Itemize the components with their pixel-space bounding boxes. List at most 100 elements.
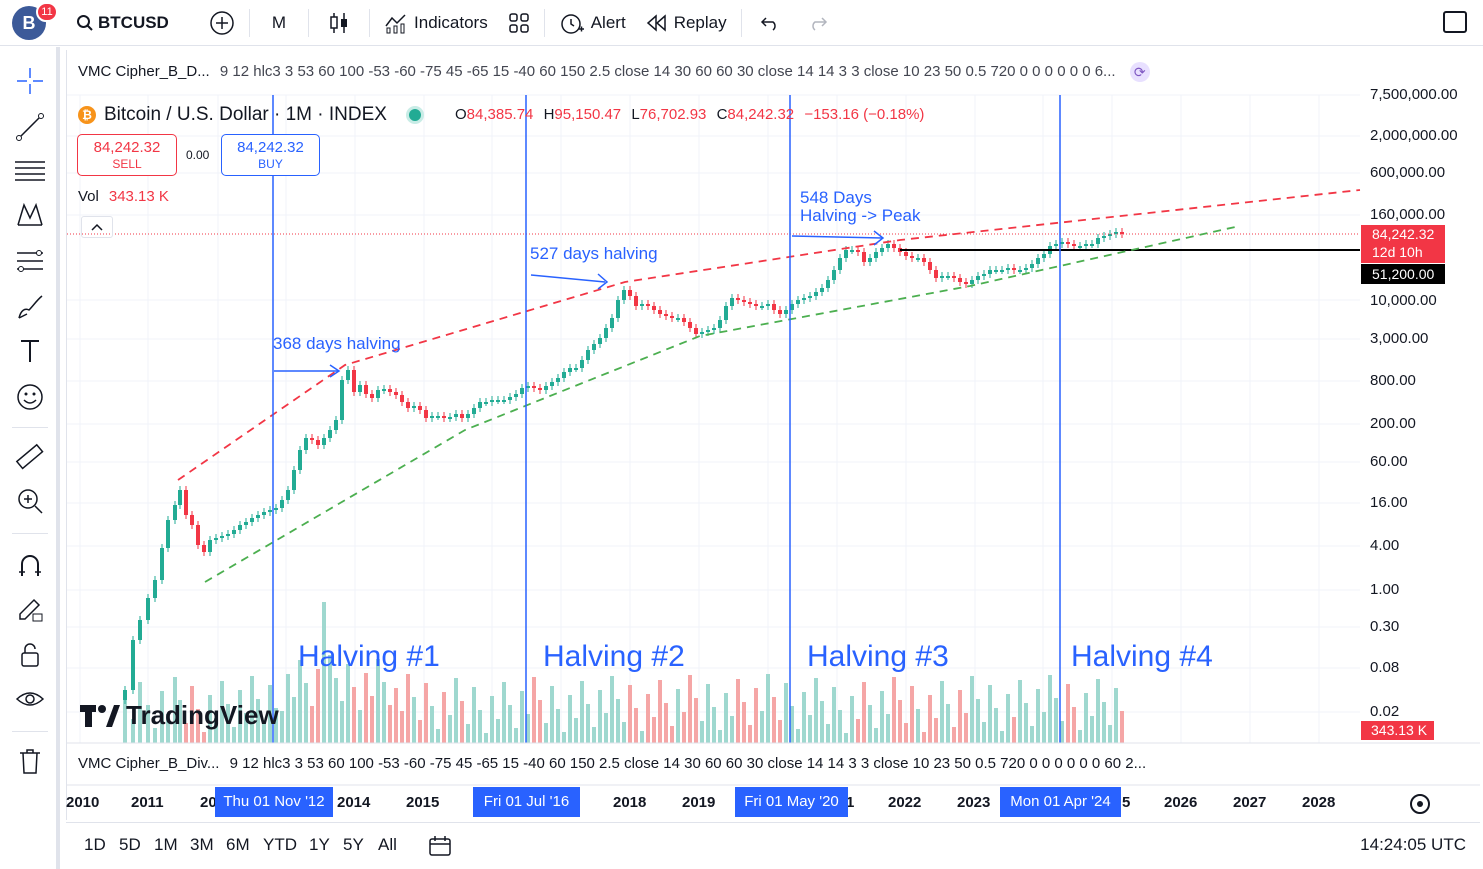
price-axis-label: 0.30 xyxy=(1370,618,1400,635)
sync-icon[interactable]: ⟳ xyxy=(1129,62,1150,82)
bitcoin-icon: ₿ xyxy=(78,106,96,124)
indicators-button[interactable]: Indicators xyxy=(374,0,498,46)
range-button[interactable]: 1Y xyxy=(309,835,330,854)
replay-button[interactable]: Replay xyxy=(636,0,737,46)
symbol-search-button[interactable]: BTCUSD xyxy=(66,0,179,46)
redo-icon xyxy=(811,16,827,31)
alarm-clock-icon xyxy=(560,13,584,34)
market-status-icon xyxy=(408,109,421,121)
range-button[interactable]: 5Y xyxy=(343,835,364,854)
time-axis-label: 2011 xyxy=(131,794,164,811)
lock-icon[interactable] xyxy=(12,637,48,673)
horizontal-lines-icon[interactable] xyxy=(12,153,48,189)
time-axis-label: 2023 xyxy=(957,794,991,811)
clock-timezone[interactable]: 14:24:05 UTC xyxy=(1360,835,1466,854)
calendar-icon xyxy=(429,836,451,856)
symbol-label: BTCUSD xyxy=(98,12,169,32)
zoom-in-icon[interactable] xyxy=(12,483,48,519)
lock-pencil-icon[interactable] xyxy=(12,591,48,627)
divider xyxy=(12,427,48,428)
goto-date-button[interactable] xyxy=(428,835,454,857)
grid-icon xyxy=(508,12,529,33)
fullscreen-button[interactable] xyxy=(1443,11,1467,33)
x-axis-settings-icon[interactable] xyxy=(1410,794,1430,814)
trash-icon[interactable] xyxy=(12,743,48,779)
annotation-548-days[interactable]: 548 Days xyxy=(800,188,872,207)
indicator-legend-bottom[interactable]: VMC Cipher_B_Div... 9 12 hlc3 3 53 60 10… xyxy=(78,755,1146,772)
price-axis-label: 0.02 xyxy=(1370,703,1400,720)
sell-button[interactable]: 84,242.32 SELL xyxy=(77,134,177,176)
annotation-368-days[interactable]: 368 days halving xyxy=(273,334,401,353)
chart-pane[interactable] xyxy=(66,50,1480,820)
fib-icon[interactable] xyxy=(12,243,48,279)
time-axis-label: 1 xyxy=(846,794,855,811)
halving-1-label[interactable]: Halving #1 xyxy=(298,640,440,673)
top-toolbar: B 11 BTCUSD M Indicators Alert Replay xyxy=(0,0,1483,46)
range-button[interactable]: 5D xyxy=(119,835,141,854)
volume-legend[interactable]: Vol 343.13 K xyxy=(78,188,169,205)
search-icon xyxy=(77,14,93,31)
chart-type-button[interactable] xyxy=(313,0,365,46)
chevron-up-icon xyxy=(91,223,103,231)
range-button[interactable]: 1D xyxy=(84,835,106,854)
emoji-icon[interactable] xyxy=(12,379,48,415)
price-axis-label: 10,000.00 xyxy=(1370,292,1437,309)
halving-4-label[interactable]: Halving #4 xyxy=(1071,640,1213,673)
alert-button[interactable]: Alert xyxy=(549,0,636,46)
undo-icon xyxy=(760,16,776,31)
eye-icon[interactable] xyxy=(12,681,48,717)
price-axis-label: 16.00 xyxy=(1370,494,1408,511)
ruler-icon[interactable] xyxy=(12,439,48,475)
indicator-params: 9 12 hlc3 3 53 60 100 -53 -60 -75 45 -65… xyxy=(229,755,1147,772)
range-button[interactable]: 6M xyxy=(226,835,250,854)
range-button[interactable]: YTD xyxy=(263,835,297,854)
pattern-icon[interactable] xyxy=(12,197,48,233)
price-axis-label: 800.00 xyxy=(1370,372,1416,389)
magnet-icon[interactable] xyxy=(12,547,48,583)
compare-add-button[interactable] xyxy=(199,0,245,46)
redo-button[interactable] xyxy=(794,0,842,46)
undo-button[interactable] xyxy=(746,0,794,46)
ohlc-values: O84,385.74 H95,150.47 L76,702.93 C84,242… xyxy=(455,106,925,123)
collapse-legend-button[interactable] xyxy=(81,216,113,238)
buy-label: BUY xyxy=(258,157,283,171)
range-button[interactable]: 3M xyxy=(190,835,214,854)
halving-2-label[interactable]: Halving #2 xyxy=(543,640,685,673)
plus-circle-icon xyxy=(210,10,234,35)
text-icon[interactable] xyxy=(12,333,48,369)
divider xyxy=(369,8,371,37)
brush-icon[interactable] xyxy=(12,289,48,325)
price-tag-box xyxy=(1361,225,1445,263)
time-axis-label: 20 xyxy=(200,794,217,811)
tradingview-logo[interactable]: TradingView xyxy=(80,700,279,731)
divider xyxy=(12,731,48,732)
volume-tag: 343.13 K xyxy=(1361,721,1434,740)
tradingview-logo-icon xyxy=(80,704,120,727)
drawing-toolbar xyxy=(0,47,60,869)
symbol-title: Bitcoin / U.S. Dollar · 1M · INDEX xyxy=(104,104,387,125)
price-axis-label: 60.00 xyxy=(1370,453,1408,470)
buy-button[interactable]: 84,242.32 BUY xyxy=(221,134,320,176)
level-tag: 51,200.00 xyxy=(1361,264,1445,284)
sell-price: 84,242.32 xyxy=(93,139,161,156)
countdown-tag: 12d 10h xyxy=(1372,244,1423,260)
halving-date-tag: Fri 01 May '20 xyxy=(735,787,848,817)
divider xyxy=(248,8,250,37)
annotation-halving-peak[interactable]: Halving -> Peak xyxy=(800,206,921,225)
indicator-name: VMC Cipher_B_Div... xyxy=(78,755,220,772)
layouts-button[interactable] xyxy=(498,0,540,46)
price-axis-label: 200.00 xyxy=(1370,415,1416,432)
symbol-legend[interactable]: ₿ Bitcoin / U.S. Dollar · 1M · INDEX xyxy=(78,104,421,126)
interval-button[interactable]: M xyxy=(271,12,287,32)
annotation-527-days[interactable]: 527 days halving xyxy=(530,244,658,263)
price-axis-label: 2,000,000.00 xyxy=(1370,127,1458,144)
candles-icon xyxy=(330,12,348,33)
range-button[interactable]: 1M xyxy=(154,835,178,854)
trend-line-icon[interactable] xyxy=(12,109,48,145)
range-button[interactable]: All xyxy=(378,835,397,854)
time-axis-label: 5 xyxy=(1122,794,1131,811)
indicator-legend-top[interactable]: VMC Cipher_B_D... 9 12 hlc3 3 53 60 100 … xyxy=(78,62,1150,82)
crosshair-icon[interactable] xyxy=(12,63,48,99)
halving-3-label[interactable]: Halving #3 xyxy=(807,640,949,673)
notification-badge: 11 xyxy=(36,2,58,22)
